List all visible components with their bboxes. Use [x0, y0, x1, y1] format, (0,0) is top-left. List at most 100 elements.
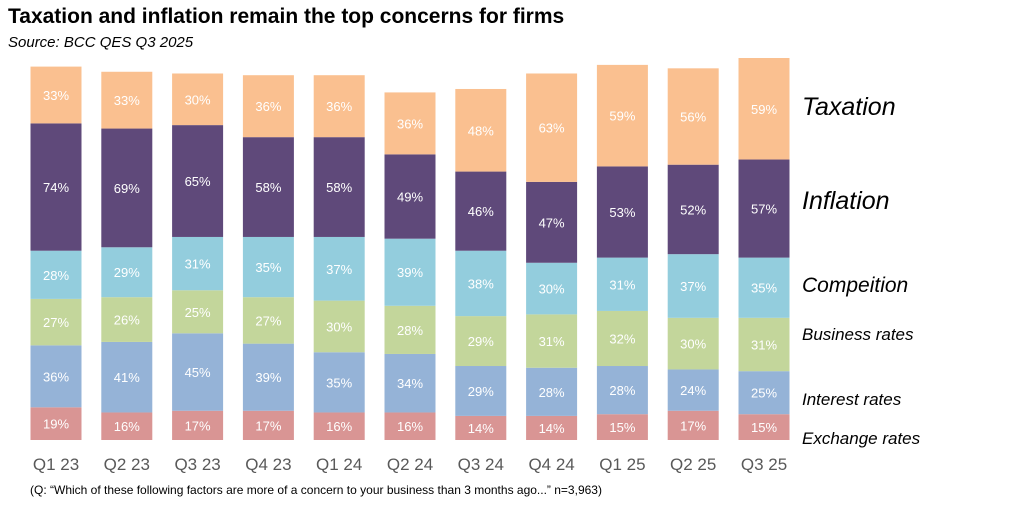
bar-stack-q3-25: 15% 25% 31% 35% 57% 59%: [738, 58, 790, 440]
bar-stack-q2-25: 17% 24% 30% 37% 52% 56%: [667, 68, 719, 440]
data-label-taxation-q1-24: 36%: [326, 99, 352, 114]
data-label-taxation-q1-25: 59%: [609, 109, 635, 124]
chart-subtitle: Source: BCC QES Q3 2025: [8, 34, 194, 51]
bar-inflation-q2-23: [101, 128, 153, 248]
data-label-interest-rates-q4-24: 28%: [539, 385, 565, 400]
legend-inflation: Inflation: [802, 187, 890, 215]
bar-stack-q1-25: 15% 28% 32% 31% 53% 59%: [596, 64, 648, 440]
data-label-interest-rates-q1-25: 28%: [609, 383, 635, 398]
data-label-compeition-q1-24: 37%: [326, 262, 352, 277]
data-label-business-rates-q3-23: 25%: [185, 305, 211, 320]
bar-interest-rates-q2-23: [101, 341, 153, 413]
bar-stack-q2-23: 16% 41% 26% 29% 69% 33%: [101, 71, 153, 440]
data-label-compeition-q2-25: 37%: [680, 279, 706, 294]
x-tick-q2-23: Q2 23: [104, 455, 150, 474]
x-tick-q1-24: Q1 24: [316, 455, 362, 474]
bar-interest-rates-q4-23: [242, 343, 294, 411]
x-tick-q4-24: Q4 24: [528, 455, 574, 474]
bar-taxation-q4-23: [242, 75, 294, 138]
bar-taxation-q3-25: [738, 58, 790, 160]
bar-stack-q4-23: 17% 39% 27% 35% 58% 36%: [242, 75, 294, 440]
data-label-compeition-q3-23: 31%: [185, 257, 211, 272]
data-label-business-rates-q1-24: 30%: [326, 319, 352, 334]
bar-stack-q2-24: 16% 34% 28% 39% 49% 36%: [384, 92, 436, 440]
data-label-exchange-rates-q3-25: 15%: [751, 420, 777, 435]
chart-title: Taxation and inflation remain the top co…: [8, 5, 565, 28]
data-label-compeition-q4-23: 35%: [255, 260, 281, 275]
bar-exchange-rates-q4-24: [526, 415, 578, 440]
bar-interest-rates-q3-24: [455, 366, 507, 416]
data-label-taxation-q3-24: 48%: [468, 123, 494, 138]
data-label-inflation-q2-24: 49%: [397, 190, 423, 205]
data-label-business-rates-q1-25: 32%: [609, 331, 635, 346]
data-label-interest-rates-q2-24: 34%: [397, 376, 423, 391]
x-tick-q1-25: Q1 25: [599, 455, 645, 474]
data-label-taxation-q4-24: 63%: [539, 121, 565, 136]
data-label-taxation-q3-25: 59%: [751, 102, 777, 117]
bar-inflation-q3-24: [455, 171, 507, 251]
data-label-exchange-rates-q4-24: 14%: [539, 421, 565, 436]
bar-compeition-q1-24: [313, 236, 365, 301]
bar-exchange-rates-q3-24: [455, 415, 507, 440]
bar-taxation-q2-24: [384, 92, 436, 155]
bar-business-rates-q2-25: [667, 317, 719, 370]
bar-compeition-q1-25: [596, 257, 648, 311]
data-label-interest-rates-q3-25: 25%: [751, 386, 777, 401]
x-tick-q4-23: Q4 23: [245, 455, 291, 474]
bar-compeition-q1-23: [30, 250, 82, 299]
bar-interest-rates-q4-24: [526, 367, 578, 416]
data-label-compeition-q3-24: 38%: [468, 276, 494, 291]
bar-inflation-q3-23: [172, 125, 224, 237]
bar-business-rates-q4-24: [526, 314, 578, 368]
data-label-inflation-q3-24: 46%: [468, 204, 494, 219]
data-label-exchange-rates-q1-23: 19%: [43, 417, 69, 432]
bar-business-rates-q4-23: [242, 297, 294, 344]
data-label-exchange-rates-q1-25: 15%: [609, 420, 635, 435]
data-label-exchange-rates-q2-23: 16%: [114, 419, 140, 434]
data-label-interest-rates-q2-25: 24%: [680, 383, 706, 398]
x-tick-q1-23: Q1 23: [33, 455, 79, 474]
data-label-interest-rates-q2-23: 41%: [114, 370, 140, 385]
bar-business-rates-q2-23: [101, 297, 153, 342]
bar-compeition-q2-25: [667, 254, 719, 318]
bar-exchange-rates-q3-23: [172, 410, 224, 440]
x-axis-ticks: Q1 23 Q2 23 Q3 23 Q4 23 Q1 24 Q2 24 Q3 24 Q4 24…: [33, 455, 787, 474]
bar-inflation-q2-24: [384, 154, 436, 239]
bar-stack-q1-23: 19% 36% 27% 28% 74% 33%: [30, 66, 82, 440]
bar-inflation-q4-23: [242, 137, 294, 237]
data-label-business-rates-q2-25: 30%: [680, 337, 706, 352]
bar-inflation-q1-24: [313, 137, 365, 237]
bar-inflation-q2-25: [667, 164, 719, 255]
bar-business-rates-q2-24: [384, 305, 436, 354]
bar-taxation-q3-23: [172, 73, 224, 126]
bar-taxation-q1-24: [313, 75, 365, 138]
data-label-interest-rates-q3-23: 45%: [185, 365, 211, 380]
bar-exchange-rates-q1-25: [596, 414, 648, 440]
bar-interest-rates-q3-23: [172, 333, 224, 411]
legend-interest-rates: Interest rates: [802, 390, 902, 409]
bar-business-rates-q1-25: [596, 310, 648, 367]
bar-interest-rates-q3-25: [738, 371, 790, 415]
data-label-taxation-q4-23: 36%: [255, 99, 281, 114]
data-label-inflation-q3-23: 65%: [185, 174, 211, 189]
legend-business-rates: Business rates: [802, 325, 914, 344]
data-label-taxation-q3-23: 30%: [185, 92, 211, 107]
bar-exchange-rates-q1-23: [30, 407, 82, 440]
data-label-exchange-rates-q2-24: 16%: [397, 419, 423, 434]
bar-interest-rates-q1-24: [313, 352, 365, 413]
bar-stack-q1-24: 16% 35% 30% 37% 58% 36%: [313, 75, 365, 440]
data-label-compeition-q1-23: 28%: [43, 268, 69, 283]
data-label-interest-rates-q1-24: 35%: [326, 375, 352, 390]
bar-stack-q3-24: 14% 29% 29% 38% 46% 48%: [455, 88, 507, 440]
bar-business-rates-q1-23: [30, 298, 82, 346]
x-tick-q2-24: Q2 24: [387, 455, 433, 474]
data-label-inflation-q1-25: 53%: [609, 205, 635, 220]
x-tick-q3-23: Q3 23: [174, 455, 220, 474]
bar-compeition-q2-23: [101, 247, 153, 298]
data-label-interest-rates-q1-23: 36%: [43, 369, 69, 384]
bar-interest-rates-q1-25: [596, 366, 648, 415]
bar-exchange-rates-q2-23: [101, 412, 153, 440]
data-label-exchange-rates-q2-25: 17%: [680, 418, 706, 433]
data-label-inflation-q1-24: 58%: [326, 180, 352, 195]
